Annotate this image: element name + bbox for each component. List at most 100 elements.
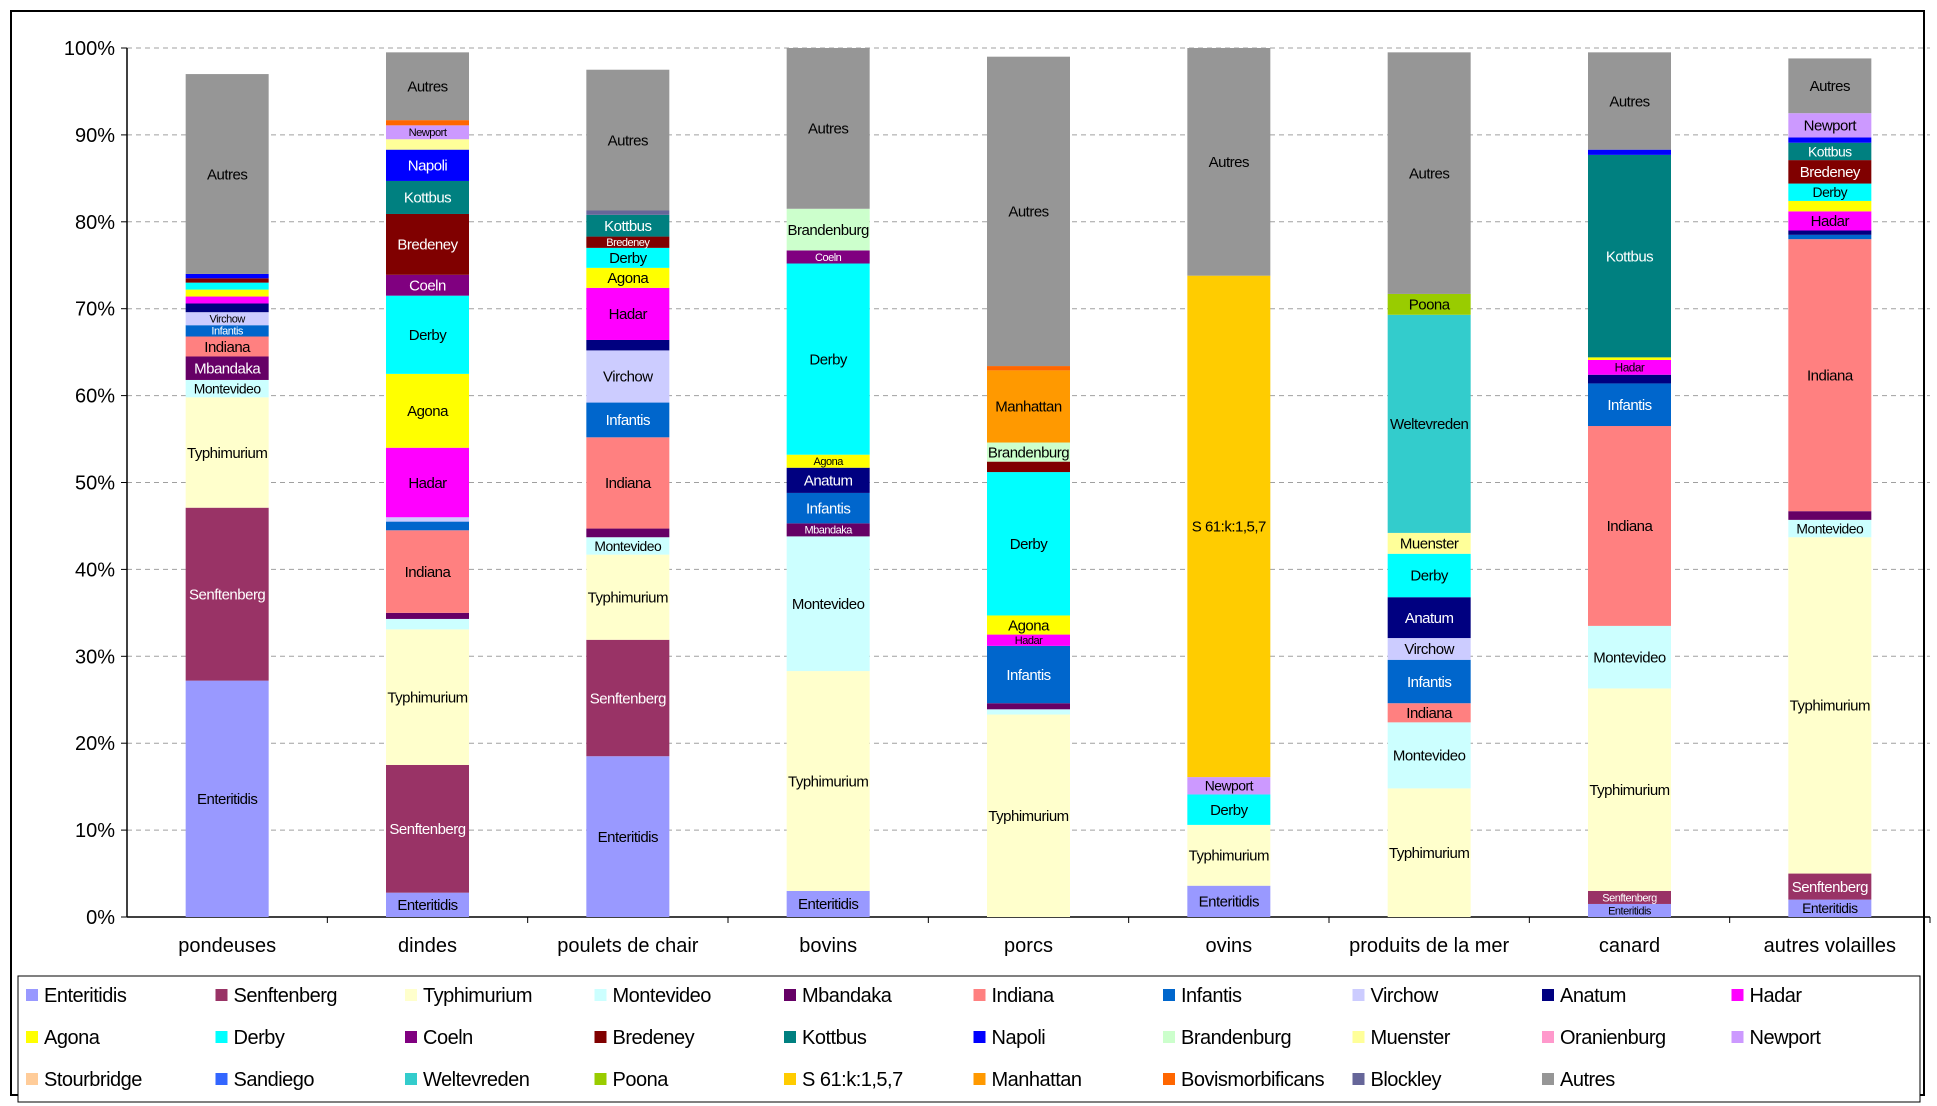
legend-label: Coeln (423, 1027, 473, 1049)
bar-segment (1588, 383, 1671, 427)
bar-segment (185, 356, 269, 380)
x-tick-label: ovins (1205, 935, 1252, 957)
data-label: Virchow (209, 314, 245, 326)
bar-segment (185, 680, 269, 917)
data-label: S 61:k:1,5,7 (1192, 519, 1266, 536)
data-label: Montevideo (792, 596, 865, 613)
data-label: Coeln (409, 277, 446, 294)
bar-segment (987, 442, 1070, 462)
x-tick-label: autres volailles (1764, 935, 1896, 957)
bar-segment (185, 273, 269, 279)
data-label: Weltevreden (1390, 416, 1469, 433)
data-label: Kottbus (404, 190, 451, 207)
x-tick-label: poulets de chair (557, 935, 699, 957)
bar-segment (185, 282, 269, 290)
data-label: Poona (1409, 297, 1451, 314)
bar-segment (386, 447, 469, 518)
legend-label: Blockley (1371, 1069, 1442, 1091)
legend-label: Poona (613, 1069, 670, 1091)
y-tick-label: 80% (75, 212, 115, 234)
legend-label: Typhimurium (423, 985, 532, 1007)
data-label: Agona (607, 270, 649, 287)
bar-segment (386, 52, 469, 121)
legend-label: Mbandaka (802, 985, 893, 1007)
bar-segment (386, 892, 469, 917)
legend-swatch (1352, 989, 1365, 1001)
bar-segment (386, 149, 469, 181)
data-label: Mbandaka (194, 360, 261, 377)
legend-label: Kottbus (802, 1027, 867, 1049)
bar-segment (786, 492, 870, 524)
bar-segment (786, 671, 870, 891)
data-label: Derby (1410, 568, 1449, 585)
bar-segment (786, 890, 870, 917)
y-tick-label: 100% (64, 38, 115, 60)
legend-label: Napoli (992, 1027, 1046, 1049)
bar-segment (1788, 142, 1872, 161)
legend-swatch (1163, 1031, 1175, 1043)
legend-swatch (1163, 1073, 1175, 1085)
data-label: Typhimurium (1189, 848, 1269, 865)
legend-label: Brandenburg (1181, 1027, 1291, 1049)
data-label: Indiana (204, 339, 251, 356)
legend-swatch (405, 1031, 417, 1043)
bar-segment (1387, 597, 1471, 639)
data-label: Indiana (1807, 367, 1854, 384)
data-label: Infantis (806, 500, 850, 517)
legend-swatch (26, 1073, 38, 1085)
data-label: Agona (814, 456, 845, 468)
bar-segment (586, 339, 670, 351)
bar-segment (185, 312, 269, 326)
bar-segment (586, 287, 670, 340)
bar-segment (987, 645, 1070, 704)
bar-segment (386, 373, 469, 448)
bar-segment (386, 125, 469, 140)
data-label: Derby (809, 351, 848, 368)
legend-label: Manhattan (992, 1069, 1082, 1091)
data-label: Newport (1205, 778, 1254, 794)
data-label: Indiana (605, 475, 652, 492)
bar-segment (185, 74, 269, 274)
bar-segment (1788, 537, 1872, 874)
data-label: Senftenberg (590, 690, 666, 707)
bar-segment (987, 634, 1070, 646)
bar-segment (987, 709, 1070, 715)
legend-swatch (215, 989, 228, 1001)
data-label: Derby (609, 250, 648, 267)
data-label: Autres (1609, 93, 1649, 110)
legend-swatch (215, 1073, 228, 1085)
bar-segment (586, 214, 670, 237)
bar-segment (386, 180, 469, 214)
bar-segment (1788, 239, 1872, 512)
bar-segment (786, 208, 870, 251)
bar-segment (386, 120, 469, 126)
bar-segment (386, 530, 469, 613)
bar-segment (1387, 659, 1471, 704)
data-label: Typhimurium (1790, 698, 1870, 715)
bar-segment (386, 764, 469, 893)
data-label: Hadar (1015, 635, 1043, 647)
bar-segment (786, 250, 870, 264)
data-label: Autres (1409, 165, 1449, 182)
legend-swatch (594, 989, 607, 1001)
data-label: Hadar (609, 306, 648, 323)
data-label: Autres (808, 121, 848, 138)
data-label: Senftenberg (1792, 879, 1868, 896)
bar-segment (386, 213, 469, 275)
data-label: Derby (1210, 802, 1249, 819)
bar-segment (1588, 357, 1671, 360)
data-label: Infantis (211, 326, 243, 338)
bar-segment (1788, 211, 1872, 231)
data-label: Indiana (405, 564, 452, 581)
data-label: Napoli (408, 158, 448, 175)
data-label: Newport (1804, 118, 1858, 135)
legend-label: Sandiego (234, 1069, 315, 1091)
bar-segment (1387, 722, 1471, 789)
x-tick-label: dindes (398, 935, 457, 957)
legend-label: Newport (1750, 1027, 1822, 1049)
bar-segment (1788, 137, 1872, 143)
data-label: Anatum (804, 473, 853, 490)
bar-segment (185, 296, 269, 304)
bar-segment (185, 278, 269, 283)
data-label: Kottbus (604, 218, 651, 235)
